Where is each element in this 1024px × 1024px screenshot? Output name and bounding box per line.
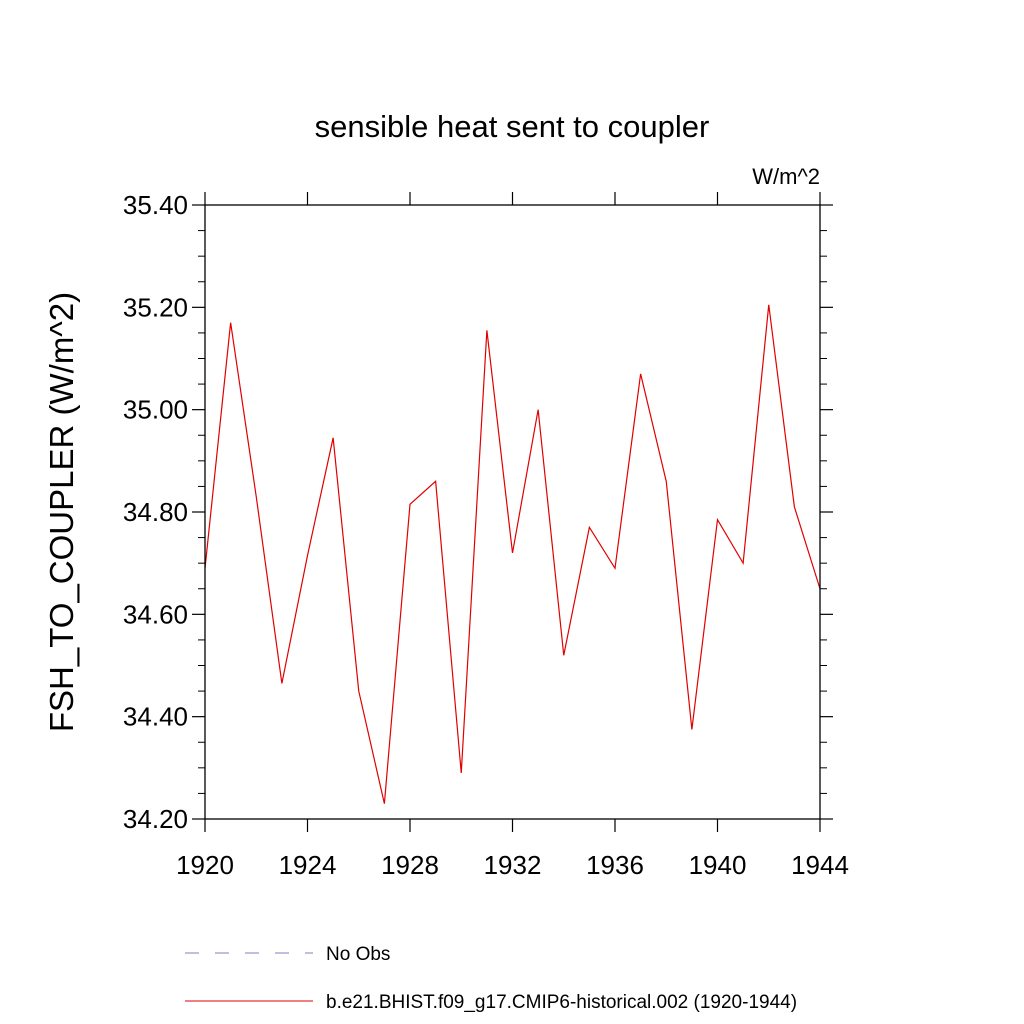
legend: No Obs b.e21.BHIST.f09_g17.CMIP6-histori… bbox=[185, 944, 797, 1013]
series-layer bbox=[204, 304, 821, 804]
chart-title: sensible heat sent to coupler bbox=[315, 109, 710, 144]
y-tick-label: 35.40 bbox=[123, 190, 188, 220]
x-tick-label: 1940 bbox=[689, 850, 747, 880]
units-label: W/m^2 bbox=[752, 164, 820, 189]
series-line bbox=[204, 304, 821, 804]
x-tick-label: 1936 bbox=[586, 850, 644, 880]
y-tick-label: 35.20 bbox=[123, 292, 188, 322]
y-tick-label: 34.60 bbox=[123, 599, 188, 629]
x-tick-label: 1924 bbox=[279, 850, 337, 880]
y-axis-label: FSH_TO_COUPLER (W/m^2) bbox=[43, 292, 80, 732]
tick-labels: 1920 1924 1928 1932 1936 1940 1944 34.20 34.40 34… bbox=[123, 190, 849, 880]
y-tick-label: 34.20 bbox=[123, 804, 188, 834]
x-tick-label: 1928 bbox=[381, 850, 439, 880]
x-tick-label: 1932 bbox=[484, 850, 542, 880]
x-tick-label: 1944 bbox=[791, 850, 849, 880]
legend-label-no-obs: No Obs bbox=[326, 944, 390, 965]
legend-label-model: b.e21.BHIST.f09_g17.CMIP6-historical.002… bbox=[326, 992, 797, 1013]
x-tick-label: 1920 bbox=[176, 850, 234, 880]
y-tick-label: 35.00 bbox=[123, 395, 188, 425]
plot-frame bbox=[204, 204, 821, 820]
y-tick-label: 34.40 bbox=[123, 702, 188, 732]
y-tick-label: 34.80 bbox=[123, 497, 188, 527]
axis-ticks bbox=[192, 192, 833, 832]
